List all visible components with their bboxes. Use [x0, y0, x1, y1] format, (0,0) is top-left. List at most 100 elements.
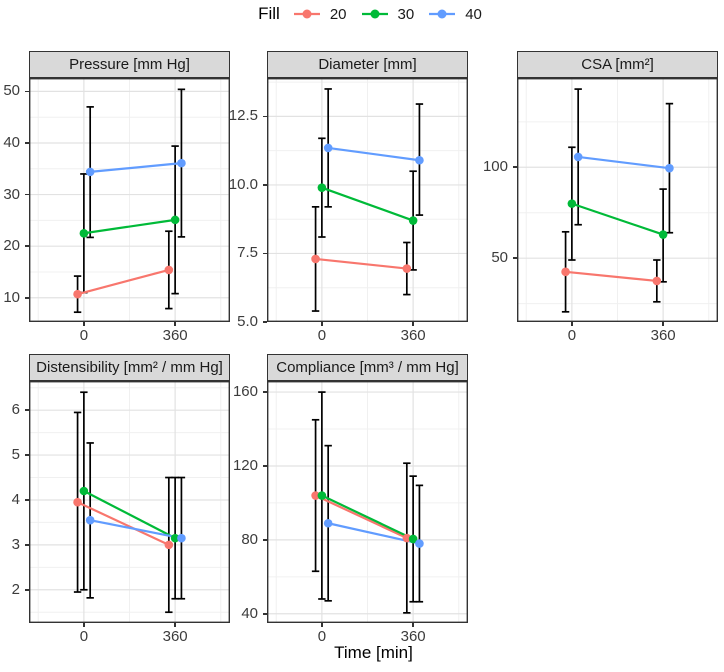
y-axis: 10 20 30 40 50	[0, 78, 29, 322]
y-tick-mark	[25, 454, 29, 456]
x-tick-label: 360	[162, 628, 188, 645]
data-point-30	[170, 215, 180, 225]
facet-strip: Distensibility [mm² / mm Hg]	[29, 354, 230, 381]
y-axis: 2 3 4 5 6	[0, 381, 29, 623]
y-tick-mark	[25, 193, 29, 196]
y-tick-mark	[25, 544, 29, 546]
legend-item-30: 30	[360, 5, 415, 23]
y-tick-mark	[263, 612, 267, 615]
x-tick-mark	[571, 322, 573, 326]
y-tick-mark	[513, 166, 517, 169]
facet-title: Diameter [mm]	[318, 56, 417, 73]
x-axis: 0 360	[29, 623, 230, 645]
series-line-40	[90, 162, 182, 173]
x-tick-label: 0	[567, 327, 577, 344]
legend-item-label: 20	[329, 5, 347, 23]
facet-strip: Diameter [mm]	[267, 51, 468, 78]
y-tick-mark	[263, 321, 267, 323]
legend-key-dot	[302, 9, 312, 19]
y-tick-mark	[263, 539, 267, 541]
legend-item-20: 20	[292, 6, 347, 23]
facet-title: CSA [mm²]	[581, 56, 654, 73]
y-axis: 50 100	[472, 78, 517, 322]
data-point-40	[573, 152, 583, 162]
panel-border	[517, 78, 718, 322]
x-tick-mark	[412, 322, 414, 326]
series-line-30	[83, 218, 176, 235]
x-tick-label: 360	[650, 327, 676, 344]
series-line-20	[315, 494, 408, 540]
data-point-20	[311, 491, 320, 500]
data-point-20	[652, 276, 662, 286]
y-tick-mark	[25, 245, 29, 247]
y-tick-label: 2	[11, 580, 20, 598]
data-point-40	[177, 533, 186, 543]
x-axis: 0 360	[267, 322, 468, 344]
series-line-40	[89, 519, 182, 540]
plot-area	[29, 78, 230, 322]
x-tick-mark	[83, 623, 85, 627]
data-point-20	[164, 265, 174, 275]
facet-strip: Pressure [mm Hg]	[29, 51, 230, 78]
data-point-40	[177, 158, 186, 168]
plot-area	[29, 381, 230, 623]
y-tick-label: 100	[482, 158, 508, 176]
plot-area	[267, 78, 468, 322]
y-tick-mark	[25, 499, 29, 501]
y-tick-mark	[25, 142, 29, 144]
series-line-20	[77, 268, 170, 296]
panel-compliance: Compliance [mm³ / mm Hg] 40 80 120 160 0 360	[222, 354, 472, 647]
data-point-30	[79, 228, 89, 238]
data-point-30	[317, 491, 327, 500]
facet-title: Pressure [mm Hg]	[69, 56, 190, 73]
y-tick-label: 3	[11, 535, 20, 553]
plot-area	[267, 381, 468, 623]
y-tick-mark	[263, 465, 267, 467]
panel-pressure: Pressure [mm Hg] 10 20 30 40 50 0 360	[0, 51, 234, 346]
y-tick-label: 4	[11, 490, 20, 508]
panel-csa: CSA [mm²] 50 100 0 360	[472, 51, 722, 346]
legend-key-line-dot-icon	[429, 9, 456, 19]
y-tick-label: 12.5	[228, 107, 258, 125]
legend-item-label: 40	[465, 5, 482, 23]
y-tick-label: 40	[241, 604, 258, 622]
y-tick-mark	[25, 296, 29, 299]
data-point-40	[85, 167, 95, 177]
legend-item-label: 30	[397, 5, 415, 23]
series-line-30	[321, 494, 414, 540]
legend-title: Fill	[258, 4, 280, 23]
data-point-40	[323, 143, 333, 153]
x-tick-label: 360	[400, 327, 426, 344]
x-tick-mark	[83, 322, 85, 326]
y-tick-mark	[263, 115, 267, 118]
series-line-20	[565, 270, 657, 283]
series-line-30	[83, 490, 176, 540]
panel-border	[29, 78, 230, 322]
y-tick-label: 10	[3, 288, 20, 306]
series-line-20	[315, 257, 407, 270]
y-tick-label: 10.0	[228, 175, 258, 193]
x-tick-label: 0	[79, 327, 89, 344]
y-tick-mark	[263, 391, 267, 393]
x-tick-mark	[662, 322, 664, 326]
legend: Fill 20 30 40	[16, 1, 724, 27]
y-tick-label: 50	[491, 249, 508, 267]
legend-key-line-dot-icon	[293, 9, 320, 19]
data-point-40	[665, 163, 674, 173]
y-tick-label: 7.5	[237, 244, 258, 262]
y-tick-label: 80	[241, 530, 258, 548]
data-point-30	[658, 230, 668, 239]
data-point-20	[164, 540, 174, 550]
y-axis: 40 80 120 160	[222, 381, 267, 623]
data-point-30	[408, 534, 418, 544]
facet-strip: CSA [mm²]	[517, 51, 718, 78]
y-tick-mark	[25, 409, 29, 411]
series-line-40	[328, 146, 420, 162]
data-point-20	[561, 267, 570, 277]
panel-border	[267, 381, 468, 623]
facet-title: Compliance [mm³ / mm Hg]	[276, 359, 459, 376]
facet-strip: Compliance [mm³ / mm Hg]	[267, 354, 468, 381]
data-point-40	[323, 518, 333, 528]
data-point-30	[408, 216, 418, 225]
panel-distensibility: Distensibility [mm² / mm Hg] 2 3 4 5 6 0 360	[0, 354, 234, 647]
